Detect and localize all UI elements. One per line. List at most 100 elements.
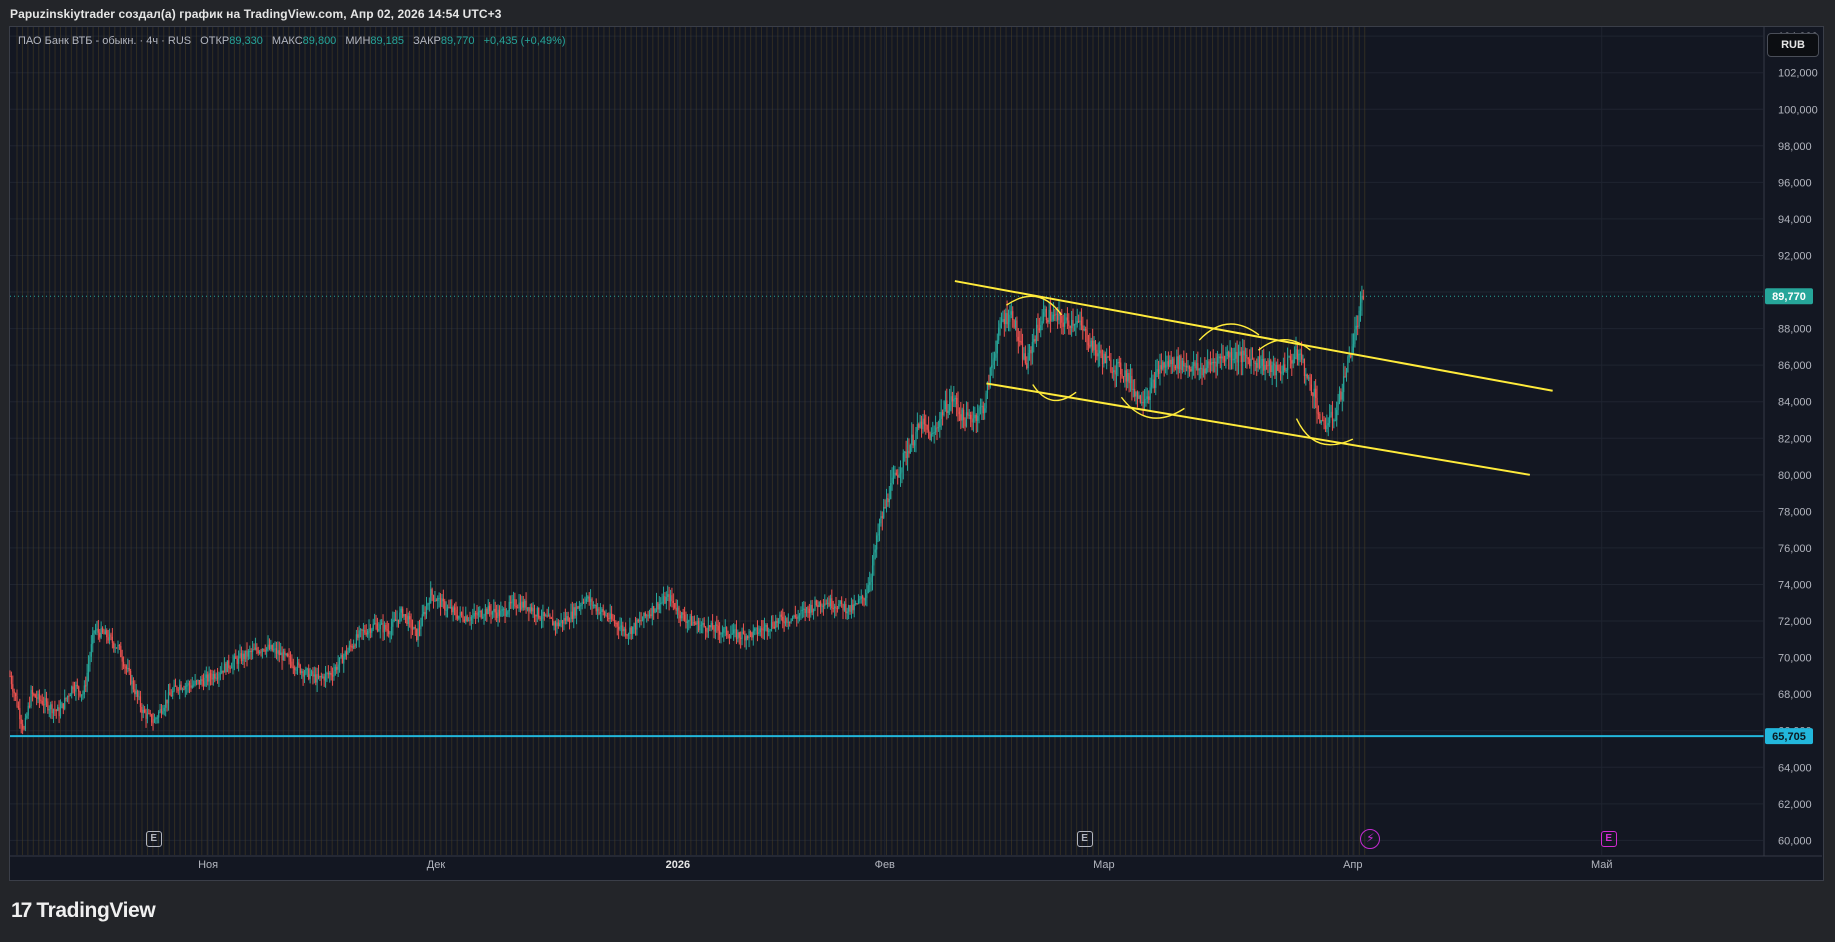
candle-body bbox=[181, 688, 184, 690]
candle-body bbox=[417, 628, 419, 640]
upcoming-earnings-icon[interactable]: E bbox=[1600, 831, 1617, 847]
lower-channel-trendline[interactable] bbox=[986, 382, 1531, 476]
touch-arc-drawing[interactable] bbox=[1291, 418, 1354, 454]
candle-body bbox=[831, 598, 833, 608]
candle-body bbox=[487, 605, 489, 615]
candle-body bbox=[122, 661, 125, 667]
candle-body bbox=[467, 620, 470, 622]
upper-channel-trendline[interactable] bbox=[954, 280, 1553, 392]
candle-body bbox=[1180, 356, 1182, 371]
candle-body bbox=[1211, 362, 1213, 365]
candle-body bbox=[423, 611, 425, 615]
x-tick-label: 2026 bbox=[666, 859, 690, 871]
candle-body bbox=[881, 516, 883, 518]
candle-body bbox=[179, 684, 181, 690]
candle-body bbox=[773, 626, 775, 628]
candle-body bbox=[597, 608, 599, 612]
candle-body bbox=[170, 695, 172, 697]
candle-body bbox=[1190, 369, 1192, 372]
candle-body bbox=[1326, 425, 1328, 429]
candle-body bbox=[867, 585, 869, 593]
touch-arc-drawing[interactable] bbox=[1005, 292, 1063, 316]
candle-body bbox=[407, 616, 409, 624]
symbol-title[interactable]: ПАО Банк ВТБ - обыкн. · 4ч · RUS bbox=[18, 35, 192, 47]
candle-body bbox=[166, 699, 168, 704]
chart-panel[interactable] bbox=[9, 26, 1824, 881]
candle-body bbox=[787, 621, 789, 623]
touch-arc-drawing[interactable] bbox=[1031, 384, 1077, 404]
candle-body bbox=[92, 633, 94, 645]
touch-arc-drawing[interactable] bbox=[1119, 396, 1185, 423]
candle-body bbox=[207, 674, 209, 682]
candle-body bbox=[215, 677, 217, 679]
currency-button[interactable]: RUB bbox=[1767, 33, 1819, 57]
candle-body bbox=[762, 629, 764, 631]
candle-body bbox=[819, 601, 822, 607]
candle-body bbox=[1031, 341, 1033, 354]
candle-body bbox=[1316, 397, 1318, 414]
candle-body bbox=[688, 620, 690, 622]
candle-body bbox=[710, 622, 712, 628]
candle-body bbox=[871, 565, 874, 578]
candle-body bbox=[1242, 350, 1244, 363]
candle-body bbox=[298, 662, 300, 665]
earnings-event-icon[interactable]: E bbox=[145, 831, 162, 847]
candle-body bbox=[916, 424, 918, 432]
candle-body bbox=[1179, 356, 1181, 370]
earnings-event-icon[interactable]: E bbox=[1076, 831, 1093, 847]
candle-body bbox=[1002, 319, 1004, 322]
candle-body bbox=[278, 650, 280, 656]
candle-body bbox=[1051, 319, 1053, 321]
tradingview-logo[interactable]: 17 TradingView bbox=[11, 899, 156, 923]
candle-body bbox=[1202, 368, 1205, 376]
candle-body bbox=[538, 607, 540, 618]
candle-body bbox=[496, 612, 498, 618]
candle-body bbox=[390, 626, 393, 634]
candle-body bbox=[24, 718, 27, 729]
touch-arc-drawing[interactable] bbox=[1257, 339, 1311, 351]
candle-body bbox=[724, 627, 726, 629]
dividend-event-icon[interactable]: ⚡ bbox=[1360, 829, 1381, 849]
candle-body bbox=[125, 666, 127, 669]
candle-body bbox=[770, 622, 773, 630]
candle-body bbox=[1254, 363, 1256, 365]
candle-body bbox=[1170, 359, 1172, 365]
candle-body bbox=[432, 595, 435, 601]
candle-body bbox=[435, 600, 437, 602]
candle-body bbox=[31, 689, 34, 694]
candle-body bbox=[689, 616, 691, 621]
candle-body bbox=[862, 596, 864, 599]
x-tick-label: Май bbox=[1591, 859, 1613, 871]
candle-body bbox=[570, 611, 572, 622]
candle-body bbox=[257, 650, 259, 654]
candle-body bbox=[599, 612, 602, 615]
candle-body bbox=[226, 660, 228, 673]
candle-body bbox=[1337, 402, 1339, 411]
candle-body bbox=[646, 615, 648, 617]
candle-body bbox=[696, 621, 698, 625]
candle-body bbox=[1157, 369, 1160, 374]
candle-body bbox=[662, 596, 665, 602]
candle-body bbox=[887, 498, 889, 503]
candle-body bbox=[503, 608, 505, 610]
candle-body bbox=[1044, 309, 1046, 313]
candle-body bbox=[149, 713, 151, 715]
candle-body bbox=[588, 596, 590, 602]
candle-body bbox=[1118, 361, 1120, 363]
candle-body bbox=[655, 602, 658, 610]
candle-body bbox=[1135, 392, 1137, 397]
candle-body bbox=[1149, 387, 1151, 400]
candle-body bbox=[810, 604, 812, 614]
candle-body bbox=[1345, 372, 1348, 377]
candle-body bbox=[110, 634, 112, 637]
candle-body bbox=[998, 327, 1000, 341]
candle-body bbox=[301, 671, 303, 674]
candle-body bbox=[1016, 320, 1018, 337]
candle-body bbox=[832, 607, 834, 609]
candle-body bbox=[280, 652, 282, 656]
candle-body bbox=[507, 611, 509, 615]
candle-body bbox=[236, 658, 238, 664]
touch-arc-drawing[interactable] bbox=[1198, 321, 1260, 341]
candle-body bbox=[547, 615, 550, 617]
